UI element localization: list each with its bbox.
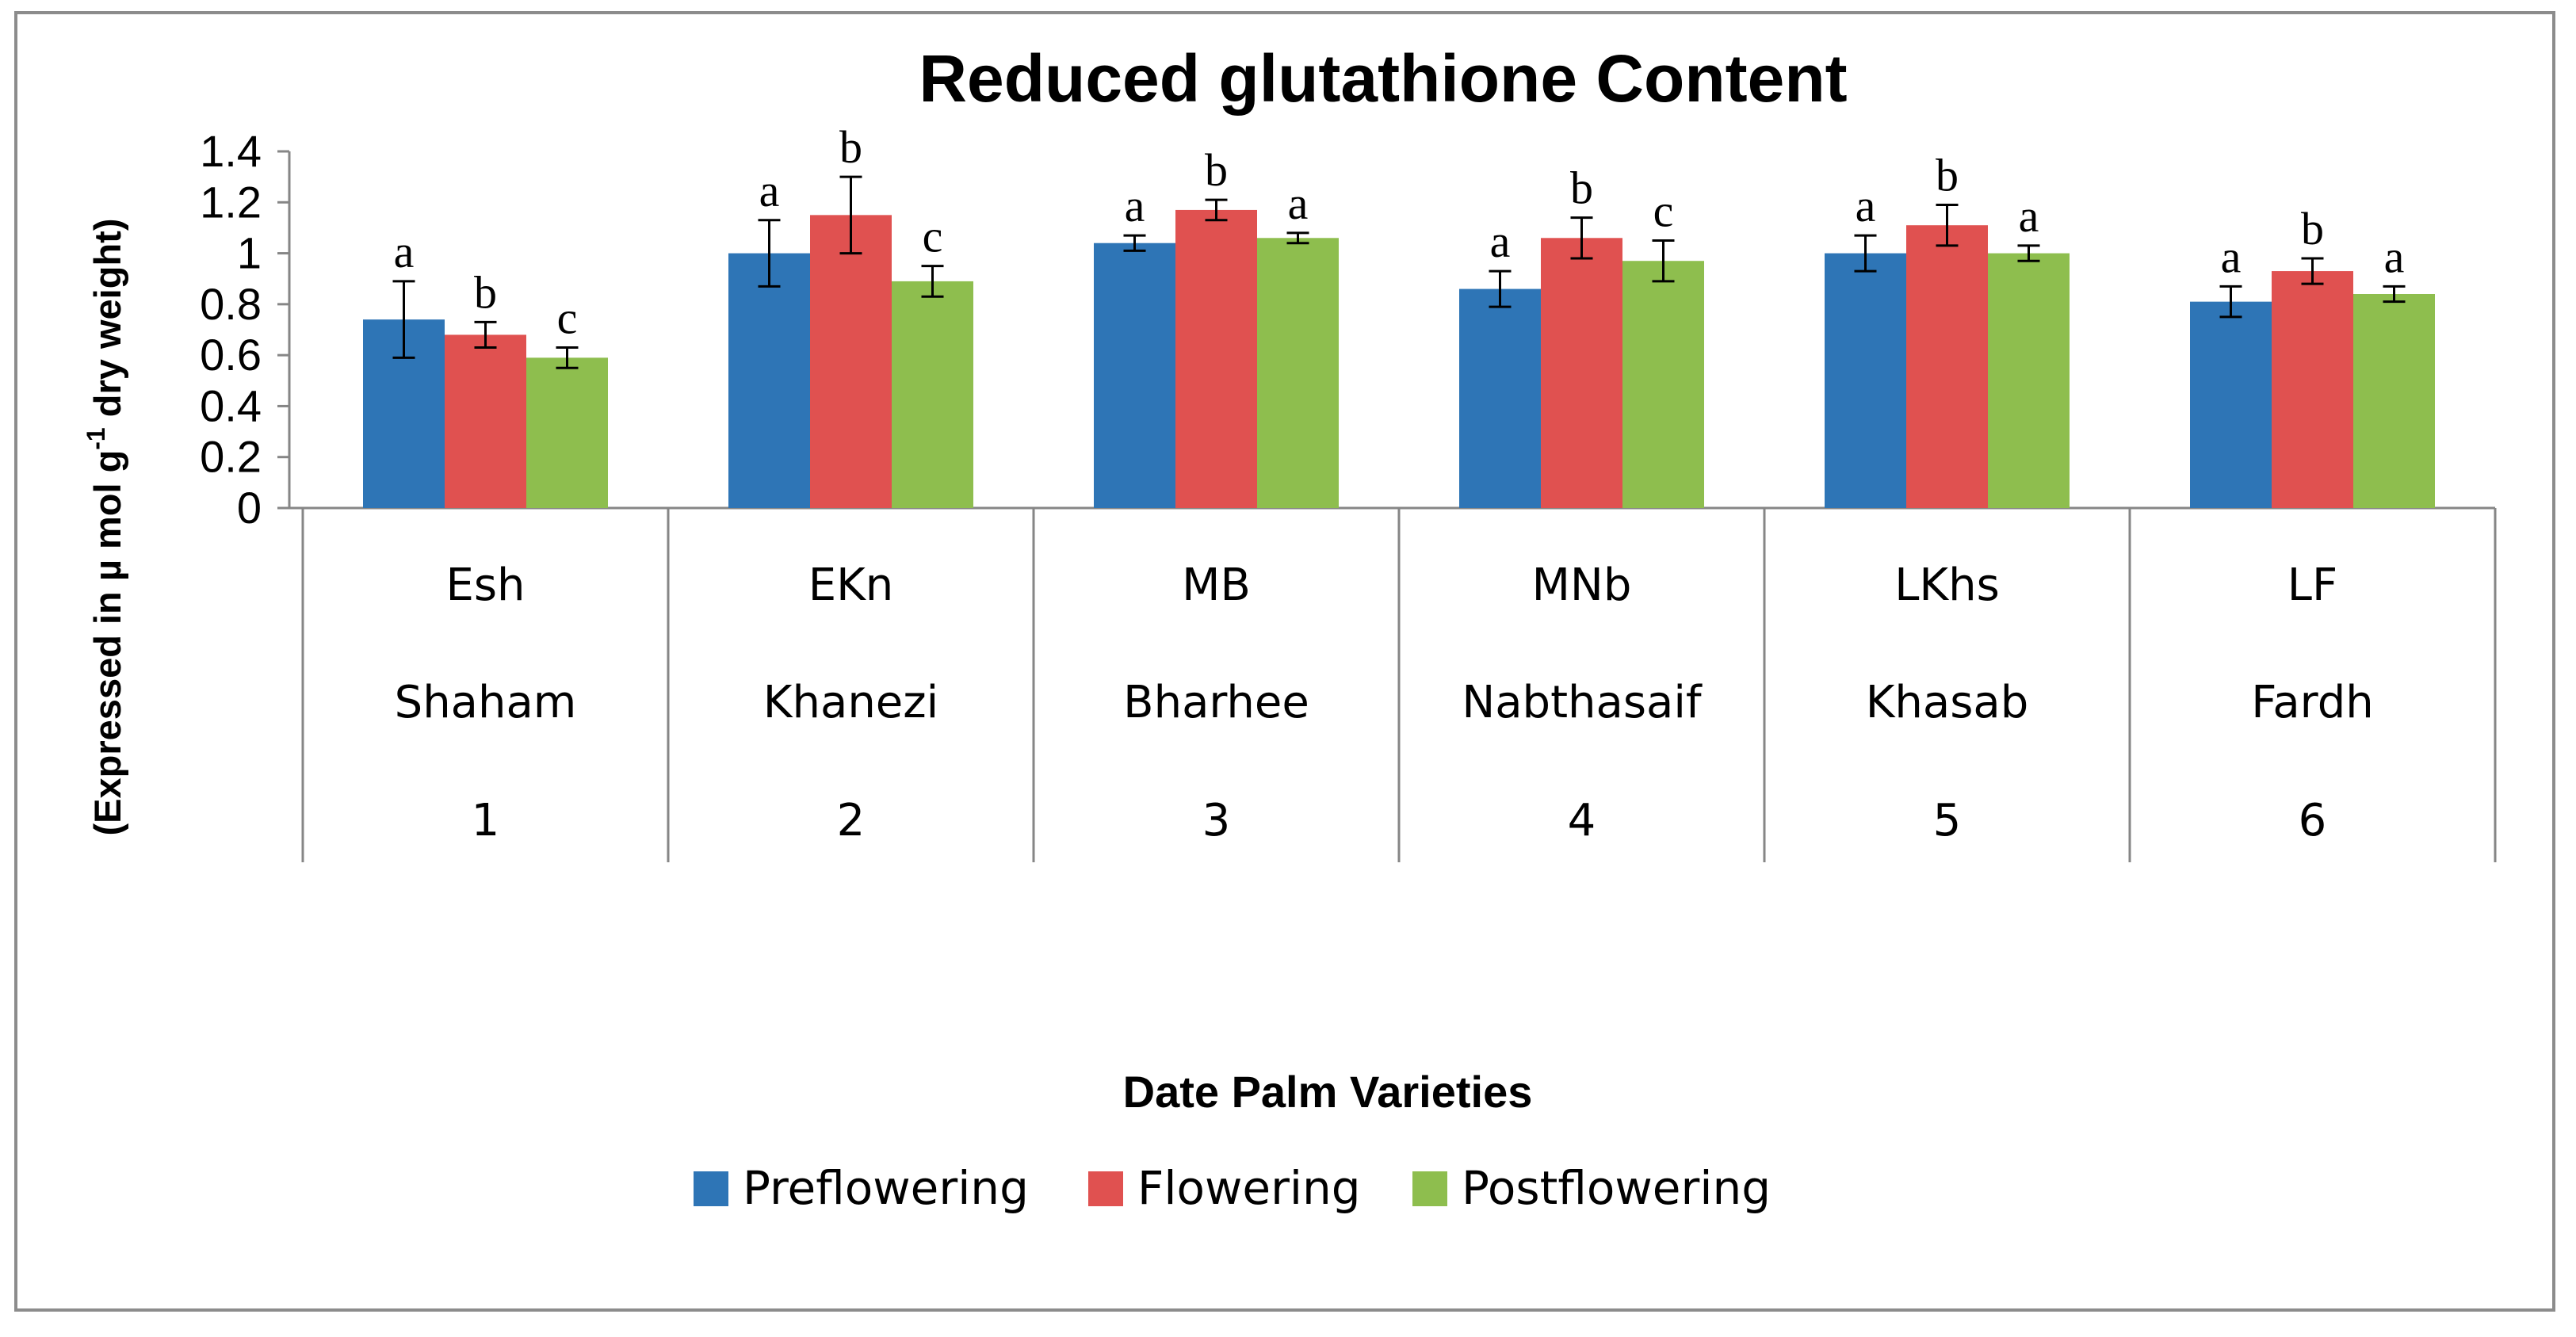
bar (1257, 238, 1339, 508)
legend-swatch (1412, 1171, 1447, 1206)
category-number: 6 (2299, 795, 2327, 846)
category-number: 3 (1202, 795, 1231, 846)
bar (2190, 301, 2272, 508)
bar (1459, 288, 1541, 508)
legend-label: Flowering (1137, 1161, 1361, 1215)
legend: Preflowering Flowering Postflowering (694, 1161, 1771, 1215)
significance-letter: b (1936, 150, 1959, 201)
legend-swatch (694, 1171, 728, 1206)
legend-label: Preflowering (743, 1161, 1029, 1215)
significance-letter: b (839, 121, 862, 173)
y-axis-label-main: (Expressed in µ mol g (86, 450, 128, 836)
category-name: Fardh (2251, 677, 2373, 728)
bar (810, 215, 892, 508)
category-name: Bharhee (1123, 677, 1309, 728)
category-code: LF (2287, 560, 2337, 611)
category-number: 2 (837, 795, 866, 846)
significance-letter: a (1490, 216, 1511, 267)
category-name: Khasab (1866, 677, 2029, 728)
significance-letter: a (2384, 231, 2405, 282)
y-axis-label: (Expressed in µ mol g-1 dry weight) (82, 219, 128, 836)
significance-letter: b (474, 266, 497, 318)
significance-letter: a (1856, 180, 1876, 231)
significance-letter: c (1653, 185, 1674, 237)
bars: a b c a b c a b a a b c a b a a b a (363, 121, 2435, 508)
bar (1094, 243, 1175, 508)
bar (2353, 294, 2435, 508)
category-number: 4 (1568, 795, 1596, 846)
y-axis-label-superscript: -1 (82, 427, 110, 449)
bar (1622, 261, 1704, 508)
bar (892, 281, 973, 508)
category-name: Khanezi (763, 677, 938, 728)
significance-letter: a (759, 165, 780, 216)
category-code: EKn (808, 560, 894, 611)
y-tick-label: 1 (237, 228, 262, 278)
legend-swatch (1088, 1171, 1123, 1206)
significance-letter: c (557, 292, 578, 344)
y-tick-label: 0.8 (200, 279, 262, 329)
y-tick-label: 1.4 (200, 126, 262, 176)
bar (1988, 253, 2070, 508)
y-tick-label: 0.4 (200, 380, 262, 430)
significance-letter: a (394, 226, 415, 277)
category-code: Esh (445, 560, 525, 611)
category-labels: Esh Shaham 1 EKn Khanezi 2 MB Bharhee 3 MNb Nabtha… (395, 560, 2374, 846)
bar (1175, 209, 1257, 508)
category-name: Shaham (395, 677, 577, 728)
category-code: MNb (1532, 560, 1632, 611)
significance-letter: b (2301, 203, 2324, 254)
category-code: LKhs (1894, 560, 2000, 611)
bar (526, 357, 608, 508)
y-axis-label-tail: dry weight) (86, 219, 128, 428)
x-axis-label: Date Palm Varieties (1123, 1067, 1533, 1117)
bar (1541, 238, 1622, 508)
significance-letter: b (1205, 144, 1228, 196)
y-tick-label: 0.6 (200, 330, 262, 380)
significance-letter: a (2019, 190, 2039, 242)
category-name: Nabthasaif (1462, 677, 1703, 728)
significance-letter: b (1570, 162, 1593, 214)
significance-letter: c (923, 211, 943, 262)
bar (1906, 225, 1988, 508)
y-tick-label: 0 (237, 483, 262, 533)
bar (2272, 271, 2353, 508)
y-tick-label: 0.2 (200, 432, 262, 482)
chart-title: Reduced glutathione Content (919, 41, 1847, 116)
category-code: MB (1182, 560, 1251, 611)
significance-letter: a (2221, 231, 2242, 282)
category-number: 5 (1933, 795, 1962, 846)
significance-letter: a (1288, 178, 1309, 229)
bar (728, 253, 810, 508)
bar (1825, 253, 1906, 508)
category-number: 1 (472, 795, 500, 846)
significance-letter: a (1125, 180, 1145, 231)
chart-frame (14, 11, 2555, 1312)
axes: 00.20.40.60.811.21.4 (200, 126, 2497, 862)
legend-label: Postflowering (1462, 1161, 1771, 1215)
bar (445, 334, 526, 508)
y-tick-label: 1.2 (200, 177, 262, 227)
